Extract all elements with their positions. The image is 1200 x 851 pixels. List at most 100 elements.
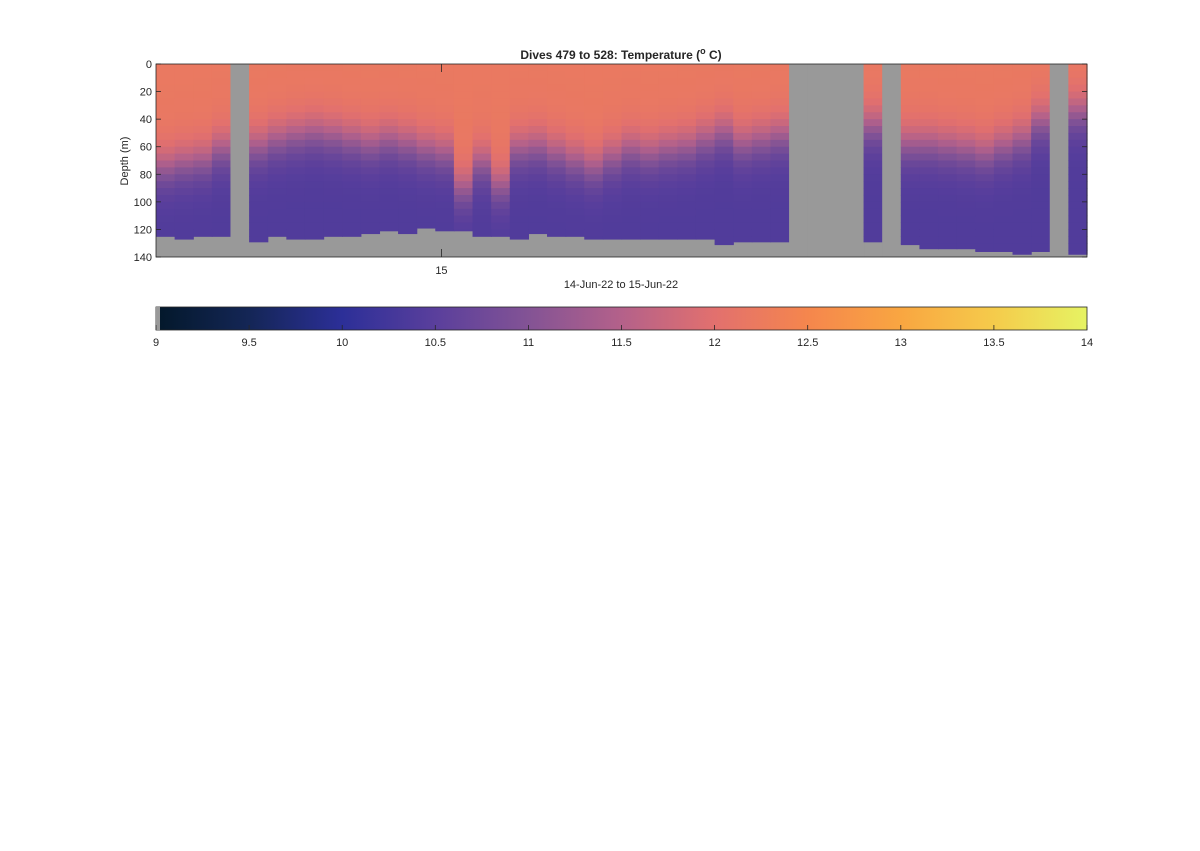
heatmap-cell (677, 112, 697, 120)
heatmap-cell (342, 105, 362, 113)
heatmap-cell (770, 208, 790, 217)
y-axis-label: Depth (m) (119, 137, 131, 186)
heatmap-cell (472, 105, 492, 113)
heatmap-cell (695, 181, 716, 189)
heatmap-cell (714, 64, 734, 72)
heatmap-cell (472, 91, 492, 99)
heatmap-cell (547, 194, 567, 203)
heatmap-cell (1012, 222, 1032, 230)
heatmap-cell (695, 112, 716, 120)
heatmap-cell (993, 174, 1014, 182)
heatmap-cell (323, 84, 343, 93)
heatmap-cell (863, 132, 883, 141)
heatmap-cell (1068, 194, 1088, 203)
heatmap-cell (993, 250, 1014, 252)
heatmap-cell (975, 98, 995, 106)
heatmap-cell (249, 174, 269, 182)
heatmap-cell (398, 119, 418, 127)
heatmap-cell (211, 174, 232, 182)
heatmap-cell (193, 139, 213, 148)
heatmap-cell (416, 132, 436, 141)
heatmap-cell (621, 77, 641, 86)
heatmap-cell (304, 70, 325, 79)
heatmap-cell (714, 160, 734, 168)
y-tick-label: 140 (134, 252, 152, 264)
heatmap-cell (975, 215, 995, 224)
heatmap-cell (1012, 167, 1032, 175)
heatmap-cell (1012, 146, 1032, 155)
heatmap-cell (975, 112, 995, 120)
heatmap-cell (863, 139, 883, 148)
heatmap-cell (1031, 105, 1051, 113)
heatmap-cell (249, 236, 269, 243)
heatmap-cell (993, 126, 1014, 134)
heatmap-cell (640, 146, 660, 155)
heatmap-cell (900, 174, 921, 182)
dive-column-520 (919, 64, 939, 250)
dive-column-515 (826, 64, 846, 257)
heatmap-cell (528, 91, 548, 99)
heatmap-cell (286, 132, 306, 141)
heatmap-cell (286, 160, 306, 168)
heatmap-cell (509, 146, 529, 155)
heatmap-cell (528, 70, 548, 79)
heatmap-cell (975, 119, 995, 127)
heatmap-cell (360, 105, 381, 113)
heatmap-cell (509, 236, 529, 240)
heatmap-cell (156, 139, 176, 148)
heatmap-cell (565, 201, 585, 210)
heatmap-cell (993, 222, 1014, 230)
heatmap-cell (677, 98, 697, 106)
heatmap-cell (342, 174, 362, 182)
heatmap-cell (304, 105, 325, 113)
heatmap-cell (435, 126, 455, 134)
heatmap-cell (695, 126, 716, 134)
heatmap-cell (453, 194, 474, 203)
heatmap-cell (919, 236, 939, 244)
heatmap-cell (584, 160, 604, 168)
heatmap-cell (621, 215, 641, 224)
heatmap-cell (398, 188, 418, 196)
heatmap-cell (249, 222, 269, 230)
heatmap-cell (770, 229, 790, 237)
heatmap-cell (156, 174, 176, 182)
heatmap-cell (472, 119, 492, 127)
heatmap-cell (938, 201, 958, 210)
heatmap-cell (416, 160, 436, 168)
heatmap-cell (919, 84, 939, 93)
heatmap-cell (956, 208, 976, 217)
colorbar-ticks: 9 9.5 10 10.5 11 11.5 12 12.5 13 13.5 14 (153, 307, 1093, 349)
heatmap-cell (342, 222, 362, 230)
heatmap-cell (621, 119, 641, 127)
heatmap-cell (174, 70, 194, 79)
heatmap-cell (602, 84, 623, 93)
heatmap-cell (360, 201, 381, 210)
heatmap-cell (193, 105, 213, 113)
heatmap-cell (156, 201, 176, 210)
heatmap-cell (863, 174, 883, 182)
heatmap-cell (286, 91, 306, 99)
heatmap-cell (938, 126, 958, 134)
heatmap-cell (379, 174, 399, 182)
heatmap-cell (1068, 243, 1088, 251)
heatmap-cell (323, 64, 343, 72)
heatmap-cell (733, 91, 753, 99)
heatmap-cell (379, 160, 399, 168)
heatmap-cell (863, 105, 883, 113)
heatmap-cell (919, 229, 939, 237)
heatmap-cell (938, 181, 958, 189)
heatmap-cell (249, 105, 269, 113)
heatmap-cell (435, 84, 455, 93)
heatmap-cell (938, 64, 958, 72)
heatmap-cell (416, 139, 436, 148)
heatmap-cell (304, 132, 325, 141)
y-tick-label: 60 (140, 142, 152, 154)
heatmap-cell (398, 105, 418, 113)
heatmap-cell (547, 146, 567, 155)
heatmap-cell (658, 91, 678, 99)
dive-column-502 (584, 64, 604, 240)
heatmap-cell (156, 181, 176, 189)
heatmap-cell (267, 208, 287, 217)
heatmap-cell (621, 222, 641, 230)
heatmap-cell (565, 167, 585, 175)
